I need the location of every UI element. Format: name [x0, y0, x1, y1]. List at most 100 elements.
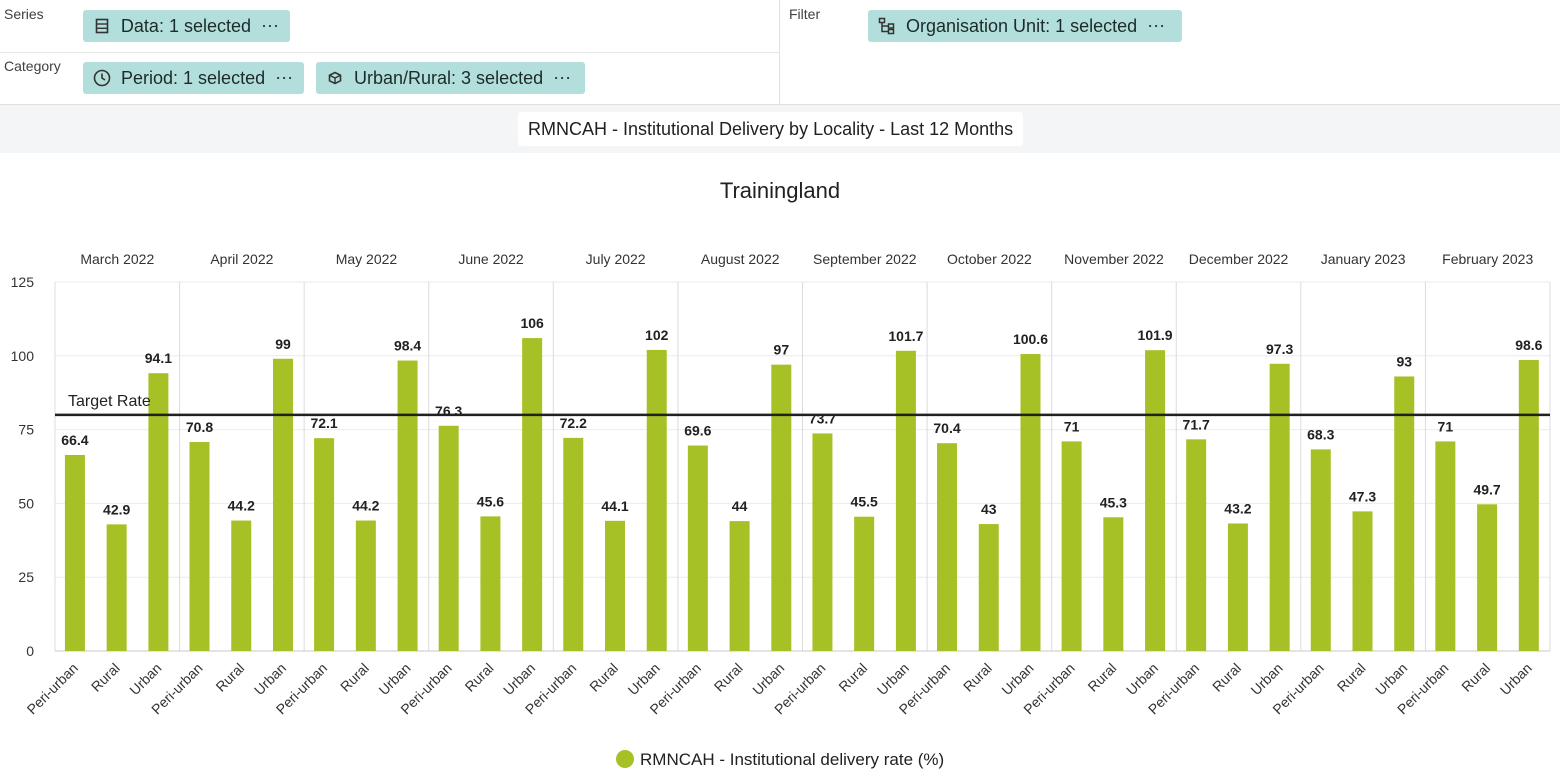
data-label: 44.1	[601, 498, 628, 514]
bar	[729, 521, 750, 651]
bar	[895, 350, 916, 651]
data-label: 71.7	[1183, 416, 1210, 432]
x-tick-label: Urban	[251, 660, 289, 698]
bar	[1269, 363, 1290, 651]
y-tick-label: 25	[18, 569, 34, 585]
data-chip-label: Data: 1 selected	[120, 15, 251, 36]
bar	[314, 438, 335, 651]
x-tick-label: Rural	[212, 660, 247, 695]
x-tick-label: Rural	[586, 660, 621, 695]
x-tick-label: Urban	[1372, 660, 1410, 698]
bar	[812, 433, 833, 651]
data-label: 44	[732, 498, 748, 514]
bar	[937, 443, 958, 651]
data-label: 49.7	[1473, 481, 1500, 497]
org-unit-chip[interactable]: Organisation Unit: 1 selected ⋯	[868, 10, 1182, 42]
x-tick-label: Urban	[1247, 660, 1285, 698]
group-label: January 2023	[1321, 251, 1406, 267]
layout-bar: Series Data: 1 selected ⋯ Category Perio…	[0, 0, 1560, 105]
bar	[646, 349, 667, 651]
data-label: 42.9	[103, 501, 130, 517]
data-label: 97	[774, 342, 790, 358]
visualization-title-bar: RMNCAH - Institutional Delivery by Local…	[0, 105, 1560, 153]
data-label: 69.6	[684, 423, 711, 439]
visualization-title[interactable]: RMNCAH - Institutional Delivery by Local…	[518, 112, 1024, 146]
period-chip-label: Period: 1 selected	[121, 67, 266, 88]
more-icon[interactable]: ⋯	[261, 15, 280, 36]
cube-icon	[326, 69, 344, 87]
group-label: December 2022	[1189, 251, 1289, 267]
legend-marker	[616, 750, 634, 768]
bar	[1061, 441, 1082, 651]
chart-title: Trainingland	[720, 178, 840, 203]
more-icon[interactable]: ⋯	[1147, 15, 1167, 36]
bar	[355, 520, 376, 651]
urban-rural-chip[interactable]: Urban/Rural: 3 selected ⋯	[316, 62, 585, 94]
bar	[1020, 354, 1041, 651]
x-tick-label: Rural	[88, 660, 123, 695]
series-label: Series	[4, 6, 44, 22]
data-label: 44.2	[228, 498, 255, 514]
data-label: 73.7	[809, 410, 836, 426]
bar	[106, 524, 127, 651]
data-label: 45.5	[851, 494, 878, 510]
more-icon[interactable]: ⋯	[275, 67, 295, 88]
bar	[438, 425, 459, 651]
group-label: October 2022	[947, 251, 1032, 267]
data-label: 98.4	[394, 338, 421, 354]
bar	[189, 441, 210, 651]
category-label: Category	[4, 58, 61, 74]
x-tick-label: Urban	[375, 660, 413, 698]
group-label: March 2022	[80, 251, 154, 267]
bar	[1186, 439, 1207, 651]
bar	[978, 524, 999, 651]
bar	[272, 358, 293, 651]
bar	[1477, 504, 1498, 651]
data-label: 44.2	[352, 498, 379, 514]
data-label: 43.2	[1224, 500, 1251, 516]
data-label: 71	[1438, 418, 1454, 434]
data-label: 102	[645, 327, 669, 343]
bar	[1394, 376, 1415, 651]
bar	[1518, 359, 1539, 651]
y-tick-label: 0	[26, 643, 34, 659]
group-label: November 2022	[1064, 251, 1164, 267]
x-tick-label: Rural	[960, 660, 995, 695]
x-tick-label: Rural	[711, 660, 746, 695]
layout-axes: Series Data: 1 selected ⋯ Category Perio…	[0, 0, 780, 104]
data-label: 45.6	[477, 493, 504, 509]
data-label: 70.8	[186, 419, 213, 435]
bar	[522, 338, 543, 651]
bar	[605, 520, 626, 651]
period-chip[interactable]: Period: 1 selected ⋯	[83, 62, 304, 94]
bar	[1310, 449, 1331, 651]
more-icon[interactable]: ⋯	[553, 67, 573, 88]
bar	[397, 360, 418, 651]
group-label: September 2022	[813, 251, 917, 267]
x-tick-label: Urban	[749, 660, 787, 698]
clock-icon	[93, 69, 111, 87]
bar	[1103, 517, 1124, 651]
bar	[1435, 441, 1456, 651]
y-tick-label: 75	[18, 422, 34, 438]
x-tick-label: Rural	[462, 660, 497, 695]
x-tick-label: Rural	[1209, 660, 1244, 695]
data-label: 93	[1396, 353, 1412, 369]
bar	[148, 373, 169, 651]
data-label: 71	[1064, 418, 1080, 434]
filter-axis: Filter Organisation Unit: 1 selected ⋯	[780, 0, 1560, 104]
x-tick-label: Rural	[835, 660, 870, 695]
x-tick-label: Urban	[625, 660, 663, 698]
category-axis: Category Period: 1 selected ⋯ Urban/Rura…	[0, 52, 779, 104]
bar	[771, 364, 792, 651]
x-tick-label: Urban	[126, 660, 164, 698]
data-label: 76.3	[435, 403, 462, 419]
data-chip[interactable]: Data: 1 selected ⋯	[83, 10, 290, 42]
group-label: June 2022	[458, 251, 524, 267]
x-tick-label: Rural	[1334, 660, 1369, 695]
data-table-icon	[93, 17, 111, 35]
bar	[854, 516, 875, 651]
data-label: 106	[520, 315, 544, 331]
data-label: 100.6	[1013, 331, 1048, 347]
y-tick-label: 125	[11, 274, 35, 290]
